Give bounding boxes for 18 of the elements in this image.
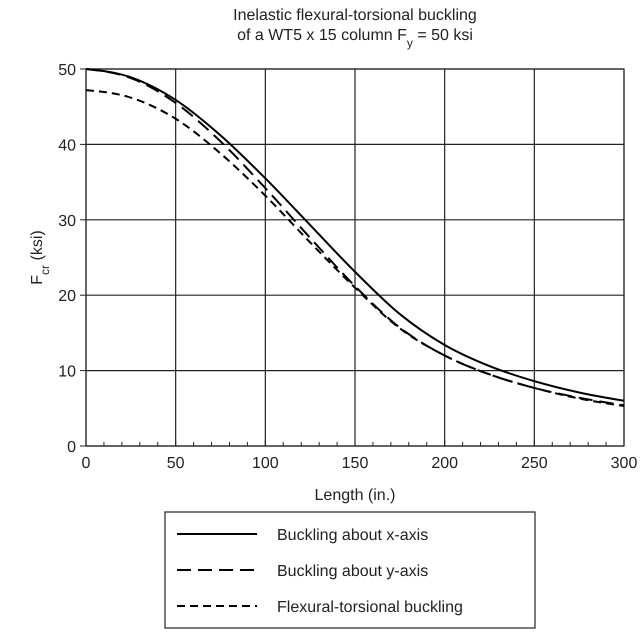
y-tick-label: 10 — [58, 364, 76, 381]
x-tick-label: 150 — [342, 455, 368, 472]
legend-label: Flexural-torsional buckling — [277, 599, 463, 616]
y-tick-label: 0 — [67, 439, 76, 456]
y-tick-label: 30 — [58, 212, 76, 230]
x-tick-label: 100 — [252, 455, 279, 472]
x-axis-title: Length (in.) — [314, 487, 396, 504]
y-tick-label: 40 — [58, 137, 76, 154]
x-tick-label: 0 — [82, 455, 91, 472]
x-tick-label: 50 — [166, 455, 185, 472]
y-tick-label: 50 — [58, 62, 76, 79]
legend-label: Buckling about x-axis — [277, 527, 428, 544]
chart-title: Inelastic flexural-torsional buckling of a WT5 x 15 column F$_{y}$ = 50 ksi — [233, 7, 477, 50]
x-tick-label: 200 — [431, 455, 458, 472]
x-tick-label: 300 — [610, 455, 638, 472]
y-tick-label: 20 — [58, 288, 76, 306]
x-tick-label: 250 — [520, 455, 548, 472]
legend-label: Buckling about y-axis — [277, 563, 428, 580]
